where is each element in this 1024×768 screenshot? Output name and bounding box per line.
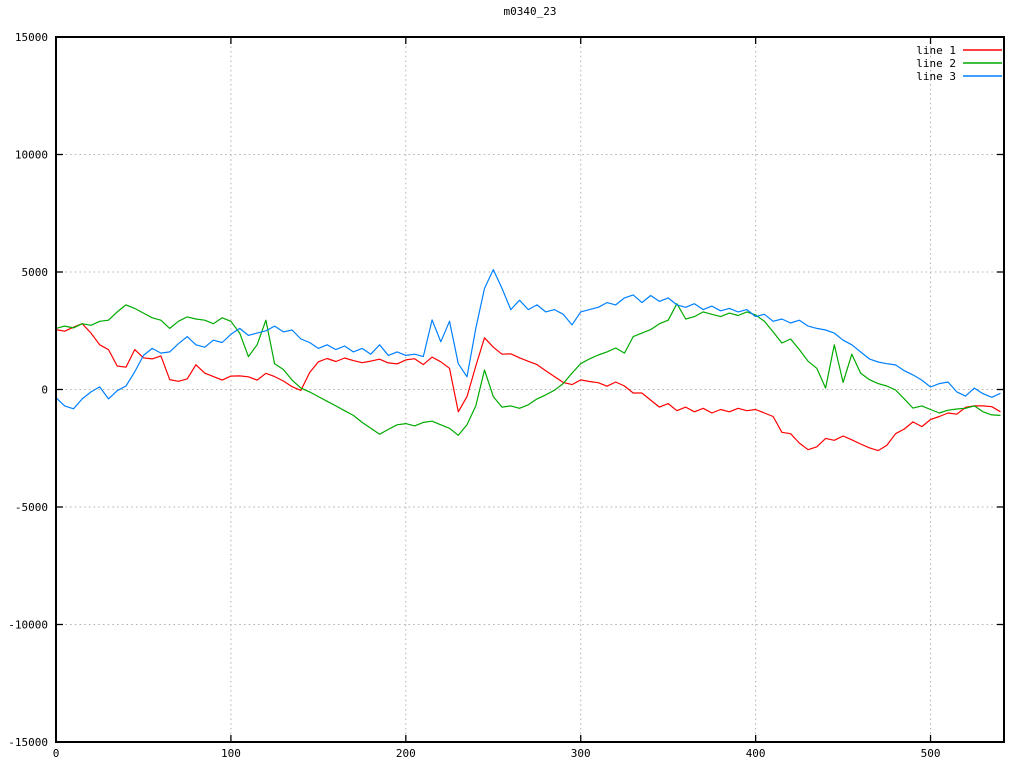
y-tick-label: -5000: [15, 501, 48, 514]
legend-label-3: line 3: [916, 70, 956, 83]
chart-title: m0340_23: [503, 5, 557, 18]
x-tick-label: 0: [53, 747, 60, 760]
y-tick-label: -10000: [8, 619, 48, 632]
y-tick-label: 5000: [22, 266, 49, 279]
legend-label-1: line 1: [916, 44, 956, 57]
y-tick-label: 10000: [15, 149, 48, 162]
y-tick-label: -15000: [8, 736, 48, 749]
series-line-2: [55, 303, 1001, 436]
x-tick-label: 100: [221, 747, 241, 760]
y-tick-label: 0: [41, 384, 48, 397]
legend-label-2: line 2: [916, 57, 956, 70]
x-tick-label: 400: [746, 747, 766, 760]
series-line-1: [55, 323, 1001, 452]
x-tick-label: 500: [921, 747, 941, 760]
series-line-3: [55, 269, 1001, 410]
x-tick-label: 200: [396, 747, 416, 760]
y-tick-label: 15000: [15, 31, 48, 44]
x-tick-label: 300: [571, 747, 591, 760]
